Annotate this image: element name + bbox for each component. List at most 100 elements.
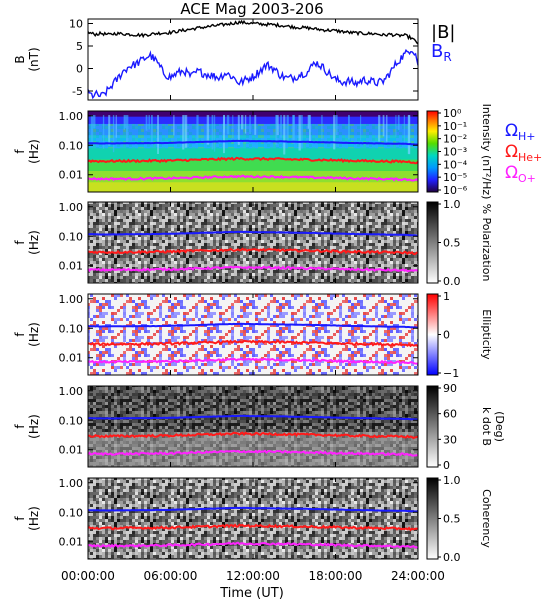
intensity-colorbar-tick-label: 10⁻³ xyxy=(443,146,467,159)
x-tick-label: 18:00:00 xyxy=(309,569,363,583)
intensity-y-tick-label: 0.01 xyxy=(59,169,84,182)
mag-y-tick-label: -5 xyxy=(72,85,83,98)
polarization-colorbar xyxy=(426,201,439,284)
mag-y-tick-label: 0 xyxy=(76,63,83,76)
coherency-y-tick-label: 0.10 xyxy=(59,506,84,519)
legend-ion-2: ΩO+ xyxy=(505,163,536,185)
intensity-y-axis-label: f (Hz) xyxy=(13,139,41,164)
intensity-streak xyxy=(286,115,289,141)
svg-text:(Hz): (Hz) xyxy=(27,230,41,255)
intensity-streak xyxy=(214,115,216,152)
coherency-frame xyxy=(87,477,419,560)
intensity-gyro-Oplus-line xyxy=(87,174,419,182)
intensity-streak xyxy=(211,115,214,150)
kdotb-gyro-Hplus-line xyxy=(87,414,419,421)
intensity-streak xyxy=(276,115,279,136)
polarization-colorbar-label: % Polarization xyxy=(480,204,493,282)
ellipticity-gyro-Oplus-line xyxy=(88,357,419,365)
coherency-gyro-Heplus-line xyxy=(87,523,419,532)
chart-title: ACE Mag 2003-206 xyxy=(180,0,323,18)
kdotb-lowfreq-shade xyxy=(88,431,418,467)
kdotb-colorbar-label: k dot B xyxy=(480,407,493,446)
intensity-streak xyxy=(93,115,96,129)
intensity-streak xyxy=(348,115,350,140)
intensity-gyro-Heplus-line xyxy=(87,156,419,165)
kdotb-gyro-Oplus-line xyxy=(87,449,418,457)
intensity-streak xyxy=(232,115,234,139)
intensity-streak xyxy=(403,115,405,145)
kdotb-colorbar-label: (Deg) xyxy=(493,411,506,442)
svg-text:(Hz): (Hz) xyxy=(27,414,41,439)
svg-text:f: f xyxy=(13,149,27,154)
kdotb-colorbar-tick-label: 90 xyxy=(443,382,457,395)
kdotb-colorbar-tick-label: 0 xyxy=(443,459,450,472)
intensity-streak xyxy=(378,115,381,142)
intensity-streak xyxy=(298,115,301,151)
ellipticity-gyro-Hplus-line xyxy=(87,322,418,329)
intensity-streak xyxy=(237,115,240,146)
x-tick-label: 00:00:00 xyxy=(61,569,115,583)
legend-b-total: |B| xyxy=(431,22,455,43)
ellipticity-colorbar-tick-label: 0 xyxy=(443,329,450,342)
svg-text:(Hz): (Hz) xyxy=(27,322,41,347)
mag-frame xyxy=(87,18,419,101)
intensity-streak xyxy=(335,115,338,136)
intensity-colorbar-tick-label: 10⁻¹ xyxy=(443,120,467,133)
polarization-gyro-Heplus-line xyxy=(87,247,418,256)
x-tick-label: 06:00:00 xyxy=(144,569,198,583)
ellipticity-gyro-Heplus-line xyxy=(87,339,419,348)
legend-b-r: BR xyxy=(431,41,452,64)
ellipticity-colorbar-tick-label: −1 xyxy=(443,367,459,380)
intensity-streak xyxy=(382,115,385,137)
intensity-streak xyxy=(148,115,150,130)
intensity-band xyxy=(88,159,418,172)
kdotb-gyro-Heplus-line xyxy=(87,431,419,440)
ellipticity-colorbar-label: Ellipticity xyxy=(480,309,493,360)
polarization-gyro-Hplus-line xyxy=(87,230,418,237)
polarization-y-tick-label: 1.00 xyxy=(59,201,84,214)
polarization-y-tick-label: 0.01 xyxy=(59,260,84,273)
kdotb-y-tick-label: 1.00 xyxy=(59,385,84,398)
intensity-streak xyxy=(151,115,153,145)
intensity-streak xyxy=(157,115,159,155)
kdotb-colorbar-tick-label: 60 xyxy=(443,408,457,421)
coherency-colorbar-tick-label: 0.5 xyxy=(443,513,461,526)
intensity-band xyxy=(88,148,418,161)
intensity-frame xyxy=(87,110,419,193)
intensity-streak xyxy=(254,115,257,135)
kdotb-colorbar xyxy=(426,385,439,468)
mag-y-tick-label: 5 xyxy=(76,40,83,53)
coherency-y-axis-label: f (Hz) xyxy=(13,506,41,531)
intensity-streak xyxy=(112,115,115,153)
polarization-y-axis-label: f (Hz) xyxy=(13,230,41,255)
intensity-colorbar-tick-label: 10⁻² xyxy=(443,133,467,146)
intensity-streak xyxy=(386,115,388,142)
x-tick-label: 24:00:00 xyxy=(391,569,445,583)
legend-ion-0: ΩH+ xyxy=(505,121,536,143)
legend-ion-1: ΩHe+ xyxy=(505,142,542,164)
intensity-streak xyxy=(241,115,244,130)
intensity-streak xyxy=(226,115,230,135)
ellipticity-colorbar xyxy=(426,293,439,376)
intensity-colorbar-tick-label: 10⁻⁵ xyxy=(443,171,467,184)
b-total-line xyxy=(87,19,419,45)
intensity-streak xyxy=(307,115,310,129)
polarization-y-tick-label: 0.10 xyxy=(59,230,84,243)
mag-y-tick-label: 10 xyxy=(69,18,83,31)
intensity-streak xyxy=(407,115,411,154)
coherency-colorbar-tick-label: 1.0 xyxy=(443,474,461,487)
svg-text:f: f xyxy=(13,240,27,245)
polarization-colorbar-tick-label: 1.0 xyxy=(443,198,461,211)
coherency-colorbar xyxy=(426,477,439,560)
intensity-streak xyxy=(333,115,336,150)
ellipticity-colorbar-tick-label: 1 xyxy=(443,290,450,303)
intensity-texture xyxy=(88,123,418,149)
intensity-streak xyxy=(360,115,362,141)
intensity-streak xyxy=(182,115,185,150)
intensity-band xyxy=(88,116,418,125)
intensity-streak xyxy=(145,115,148,131)
intensity-streak xyxy=(108,115,111,146)
polarization-colorbar-tick-label: 0.0 xyxy=(443,275,461,288)
